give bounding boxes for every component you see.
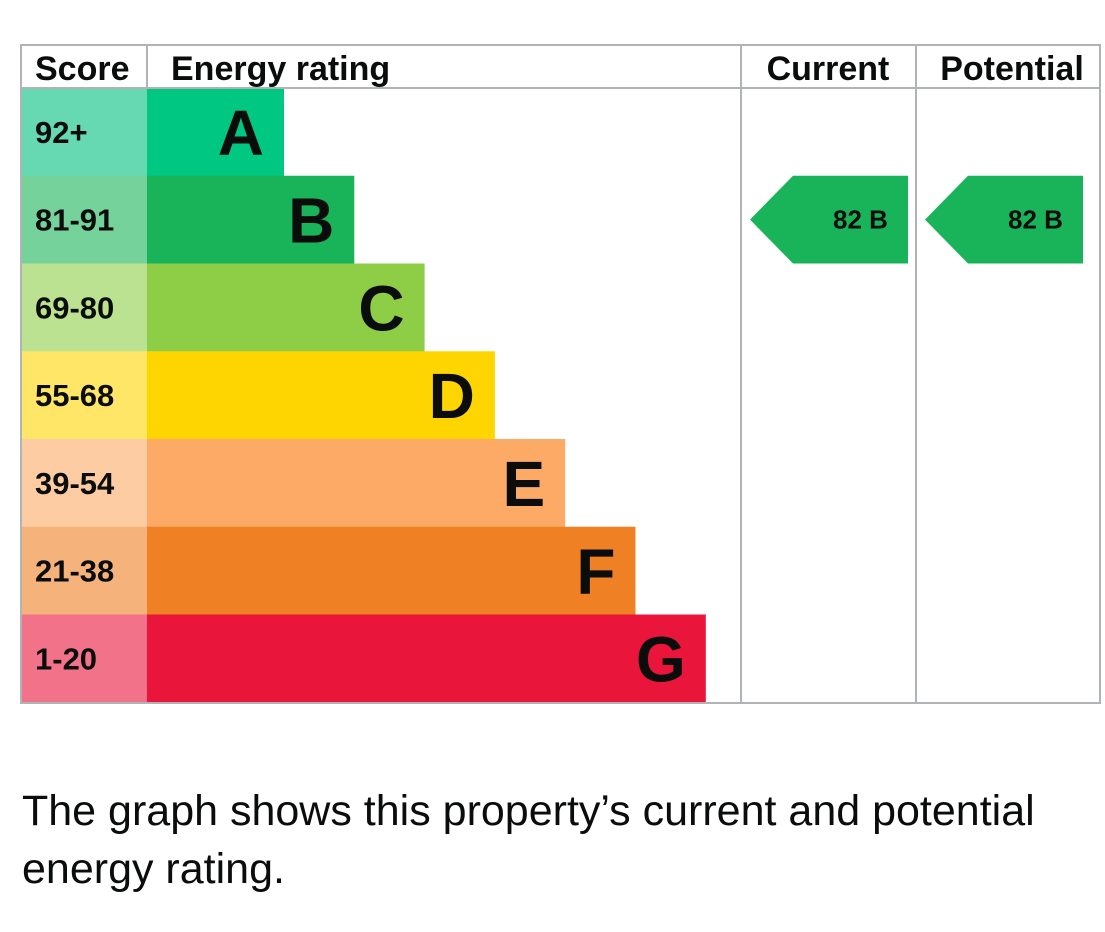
rating-letter-d: D [429,360,475,432]
score-label-d: 55-68 [35,378,114,413]
score-cell-c [21,263,147,352]
chart-caption: The graph shows this property’s current … [22,787,1035,893]
score-cell-b [21,175,147,264]
rating-bar-c [147,263,425,352]
score-cell-g [21,614,147,703]
rating-bands: 92+ A 81-91 B 69-80 C 55-68 D 39-54 E 21-38 F 1-20 G [21,88,706,703]
rating-bar-g [147,614,706,703]
rating-bar-d [147,351,495,440]
header-potential: Potential [940,50,1084,88]
score-label-f: 21-38 [35,554,114,589]
potential-rating-arrow [925,175,1083,264]
rating-bar-b [147,175,355,264]
score-label-c: 69-80 [35,290,114,325]
rating-bar-a [147,88,284,177]
score-cell-e [21,439,147,528]
potential-rating-arrow-label: 82 B [1008,205,1063,235]
rating-letter-f: F [576,536,615,608]
rating-letter-g: G [636,623,686,695]
score-cell-d [21,351,147,440]
rating-letter-a: A [218,97,264,169]
score-cell-a [21,88,147,177]
header-score: Score [35,50,130,88]
score-label-e: 39-54 [35,466,115,501]
header-energy-rating: Energy rating [171,50,390,88]
chart-frame [20,44,1101,704]
score-label-a: 92+ [35,115,88,150]
current-rating-arrow [750,175,908,264]
energy-rating-chart: 92+ A81-91 B69-80 C55-68 D39-54 E21-38 F1-20 G … [20,44,1101,704]
rating-letter-b: B [288,185,334,257]
score-label-b: 81-91 [35,203,114,238]
header-current: Current [767,50,890,88]
current-rating-arrow-label: 82 B [833,205,888,235]
rating-arrows: 82 B 82 B [750,175,1083,264]
score-cell-f [21,526,147,615]
rating-bar-e [147,439,566,528]
rating-letter-c: C [358,272,404,344]
score-label-g: 1-20 [35,641,97,676]
rating-letter-e: E [503,448,546,520]
rating-bar-f [147,526,636,615]
